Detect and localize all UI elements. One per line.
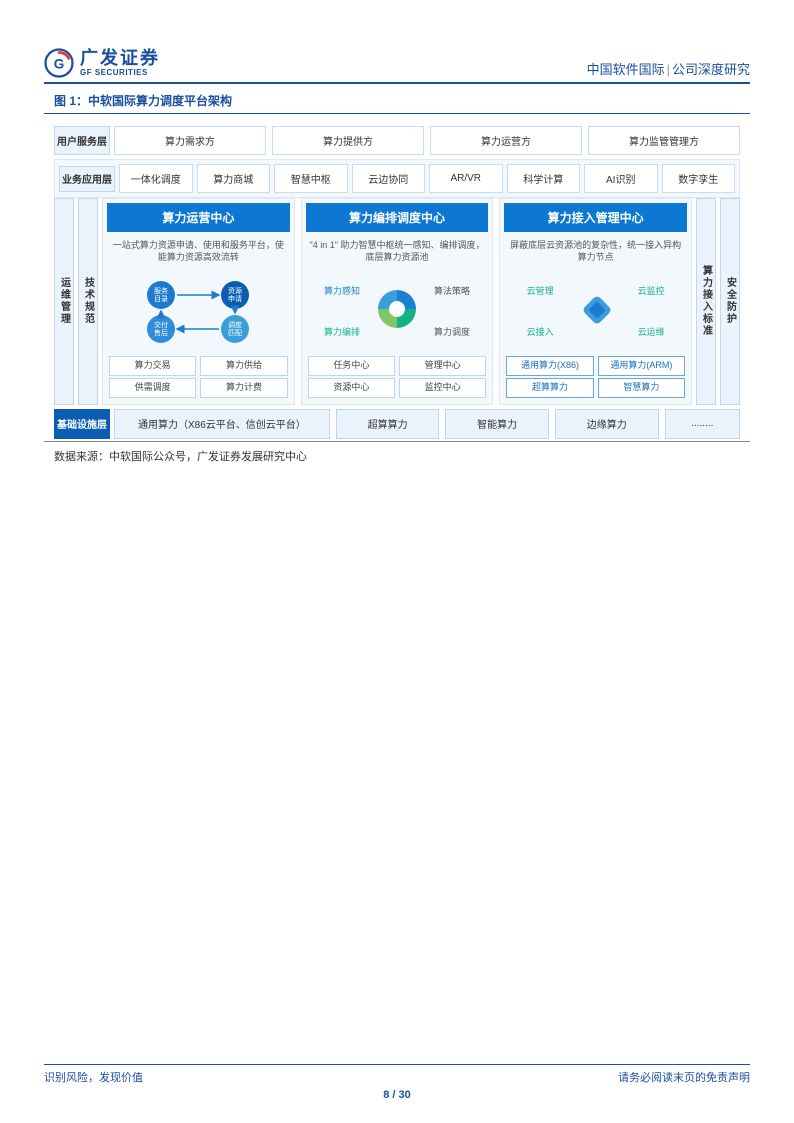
ops-center: 算力运营中心 一站式算力资源申请、使用和服务平台，使能算力资源高效流转 — [102, 198, 295, 405]
sched-desc: "4 in 1" 助力智慧中枢统一感知、编排调度，底层算力资源池 — [308, 238, 487, 266]
footer-left: 识别风险，发现价值 — [44, 1069, 143, 1085]
svg-text:资源: 资源 — [228, 286, 242, 295]
diamond-icon — [579, 292, 615, 328]
svg-text:申请: 申请 — [228, 294, 242, 303]
diagram-container: 用户服务层 算力需求方 算力提供方 算力运营方 算力监管管理方 业务应用层 一体… — [44, 120, 750, 442]
side-left-ops: 运维管理 — [54, 198, 74, 405]
user-cell: 算力运营方 — [430, 126, 582, 155]
ops-desc: 一站式算力资源申请、使用和服务平台，使能算力资源高效流转 — [109, 238, 288, 266]
page-footer: 识别风险，发现价值 请务必阅读末页的免责声明 — [44, 1064, 750, 1085]
svg-text:调度: 调度 — [228, 320, 242, 329]
svg-text:服务: 服务 — [154, 286, 168, 295]
user-layer-label: 用户服务层 — [54, 126, 110, 155]
access-btn: 通用算力(ARM) — [598, 356, 685, 376]
infra-layer-label: 基础设施层 — [54, 409, 110, 439]
figure-title: 图 1：中软国际算力调度平台架构 — [44, 90, 750, 114]
ops-btn: 算力供给 — [200, 356, 287, 376]
infra-cell-dots: ........ — [665, 409, 740, 439]
user-cell: 算力需求方 — [114, 126, 266, 155]
svg-text:交付: 交付 — [154, 320, 168, 329]
sched-btn: 资源中心 — [308, 378, 395, 398]
sched-btn: 监控中心 — [399, 378, 486, 398]
cloud-label: 云监控 — [638, 284, 665, 297]
ops-btn: 供需调度 — [109, 378, 196, 398]
ops-btn: 算力交易 — [109, 356, 196, 376]
pie-label: 算力编排 — [324, 325, 360, 338]
access-btn: 智慧算力 — [598, 378, 685, 398]
biz-cell: 科学计算 — [507, 164, 581, 193]
biz-cell: 算力商城 — [197, 164, 271, 193]
figure-source: 数据来源：中软国际公众号，广发证券发展研究中心 — [54, 446, 750, 464]
logo-en: GF SECURITIES — [80, 69, 160, 78]
ops-btn: 算力计费 — [200, 378, 287, 398]
footer-right: 请务必阅读末页的免责声明 — [618, 1069, 750, 1085]
access-btn: 通用算力(X86) — [506, 356, 593, 376]
access-btn: 超算算力 — [506, 378, 593, 398]
biz-cell: AR/VR — [429, 164, 503, 193]
infra-layer-row: 基础设施层 通用算力（X86云平台、信创云平台） 超算算力 智能算力 边缘算力 … — [54, 409, 740, 439]
ops-center-title: 算力运营中心 — [107, 203, 290, 232]
biz-layer-label: 业务应用层 — [59, 166, 115, 192]
architecture-diagram: 用户服务层 算力需求方 算力提供方 算力运营方 算力监管管理方 业务应用层 一体… — [54, 126, 740, 439]
sched-btn: 管理中心 — [399, 356, 486, 376]
side-right-sec: 安全防护 — [720, 198, 740, 405]
cloud-label: 云接入 — [527, 325, 554, 338]
pie-label: 算力调度 — [434, 325, 470, 338]
pie-label: 算力感知 — [324, 284, 360, 297]
logo-block: G 广发证券 GF SECURITIES — [44, 48, 160, 78]
biz-cell: 一体化调度 — [119, 164, 193, 193]
access-center: 算力接入管理中心 屏蔽底层云资源池的复杂性，统一接入异构算力节点 云管理 — [499, 198, 692, 405]
user-cell: 算力监管管理方 — [588, 126, 740, 155]
page-header: G 广发证券 GF SECURITIES 中国软件国际|公司深度研究 — [44, 48, 750, 84]
biz-cell: AI识别 — [584, 164, 658, 193]
svg-text:G: G — [54, 56, 65, 71]
sched-pie-graphic: 算力感知 算法策略 算力编排 算力调度 — [308, 266, 487, 354]
svg-text:售后: 售后 — [154, 328, 168, 337]
access-cloud-graphic: 云管理 云监控 云接入 云运维 — [506, 266, 685, 354]
user-layer-row: 用户服务层 算力需求方 算力提供方 算力运营方 算力监管管理方 — [54, 126, 740, 155]
header-doc-type: 公司深度研究 — [672, 62, 750, 77]
infra-cell: 边缘算力 — [555, 409, 659, 439]
logo-cn: 广发证券 — [80, 49, 160, 69]
cloud-label: 云管理 — [527, 284, 554, 297]
access-center-title: 算力接入管理中心 — [504, 203, 687, 232]
pie-label: 算法策略 — [434, 284, 470, 297]
infra-cell: 通用算力（X86云平台、信创云平台） — [114, 409, 330, 439]
gf-logo-icon: G — [44, 48, 74, 78]
biz-cell: 智慧中枢 — [274, 164, 348, 193]
centers-row: 运维管理 技术规范 算力运营中心 一站式算力资源申请、使用和服务平台，使能算力资… — [54, 198, 740, 405]
access-desc: 屏蔽底层云资源池的复杂性，统一接入异构算力节点 — [506, 238, 685, 266]
sched-btn: 任务中心 — [308, 356, 395, 376]
sched-center-title: 算力编排调度中心 — [306, 203, 489, 232]
biz-layer-row: 业务应用层 一体化调度 算力商城 智慧中枢 云边协同 AR/VR 科学计算 AI… — [54, 159, 740, 198]
header-company: 中国软件国际 — [587, 62, 665, 77]
biz-cell: 数字孪生 — [662, 164, 736, 193]
ops-flow-graphic: 服务 目录 资源 申请 交付 售后 调度 匹配 — [109, 266, 288, 354]
cloud-label: 云运维 — [638, 325, 665, 338]
infra-cell: 智能算力 — [445, 409, 549, 439]
user-cell: 算力提供方 — [272, 126, 424, 155]
biz-cell: 云边协同 — [352, 164, 426, 193]
side-right-std: 算力接入标准 — [696, 198, 716, 405]
svg-text:匹配: 匹配 — [228, 329, 242, 337]
header-right: 中国软件国际|公司深度研究 — [587, 59, 750, 78]
svg-text:目录: 目录 — [154, 295, 168, 303]
pie-icon — [378, 290, 416, 328]
page-number: 8 / 30 — [0, 1089, 794, 1101]
side-left-tech: 技术规范 — [78, 198, 98, 405]
sched-center: 算力编排调度中心 "4 in 1" 助力智慧中枢统一感知、编排调度，底层算力资源… — [301, 198, 494, 405]
infra-cell: 超算算力 — [336, 409, 440, 439]
page: G 广发证券 GF SECURITIES 中国软件国际|公司深度研究 图 1：中… — [0, 0, 794, 464]
